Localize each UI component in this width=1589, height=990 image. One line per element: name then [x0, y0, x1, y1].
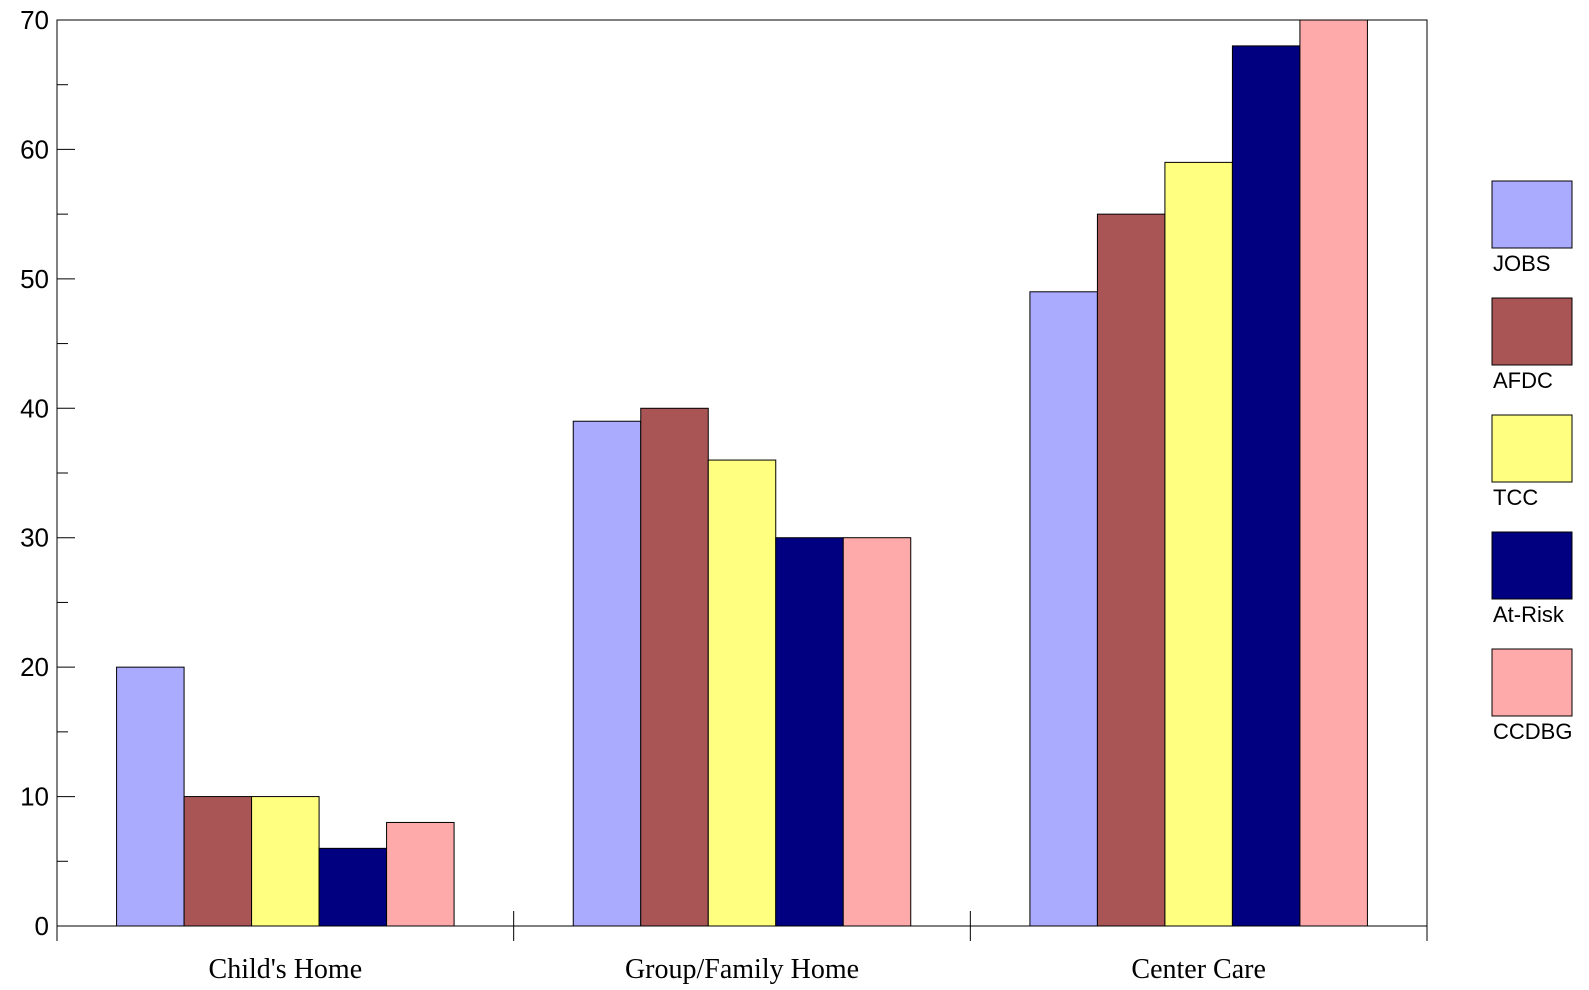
legend-swatch [1491, 531, 1573, 600]
bar-tcc-0 [251, 796, 320, 927]
bar-jobs-1 [572, 420, 642, 927]
legend-label: TCC [1493, 485, 1538, 510]
bar-jobs-2 [1029, 291, 1098, 927]
bar-jobs-0 [116, 666, 185, 927]
bar-at-risk-2 [1231, 45, 1301, 927]
bar-afdc-1 [640, 407, 709, 927]
legend-swatch [1491, 414, 1573, 483]
bar-afdc-0 [183, 796, 253, 927]
x-axis: Child's Home Group/Family Home Center Care [56, 911, 1428, 985]
bar-afdc-2 [1096, 213, 1166, 927]
legend: JOBS AFDC TCC At-Risk CCDBG [1491, 180, 1573, 744]
bar-ccdbg-2 [1299, 19, 1368, 927]
y-tick-label: 40 [20, 393, 49, 423]
y-tick-label: 20 [20, 652, 49, 682]
y-tick-label: 50 [20, 264, 49, 294]
bar-tcc-1 [707, 459, 777, 927]
y-tick-label: 0 [35, 911, 49, 941]
bar-at-risk-0 [318, 847, 388, 927]
bar-tcc-2 [1164, 161, 1233, 927]
y-tick-label: 70 [20, 5, 49, 35]
legend-swatch [1491, 180, 1573, 249]
bar-at-risk-1 [775, 537, 844, 927]
y-axis: 0 10 20 30 40 50 60 70 [20, 5, 75, 941]
legend-swatch [1491, 297, 1573, 366]
legend-label: CCDBG [1493, 719, 1572, 744]
legend-label: JOBS [1493, 251, 1550, 276]
x-category-label: Child's Home [209, 954, 363, 985]
legend-label: AFDC [1493, 368, 1553, 393]
legend-label: At-Risk [1493, 602, 1565, 627]
x-category-label: Center Care [1131, 954, 1266, 985]
bars [116, 19, 1368, 927]
x-category-label: Group/Family Home [625, 954, 859, 985]
bar-ccdbg-0 [386, 821, 455, 927]
legend-swatch [1491, 648, 1573, 717]
y-tick-label: 60 [20, 134, 49, 164]
y-tick-label: 30 [20, 523, 49, 553]
bar-ccdbg-1 [842, 537, 912, 927]
y-tick-label: 10 [20, 782, 49, 812]
